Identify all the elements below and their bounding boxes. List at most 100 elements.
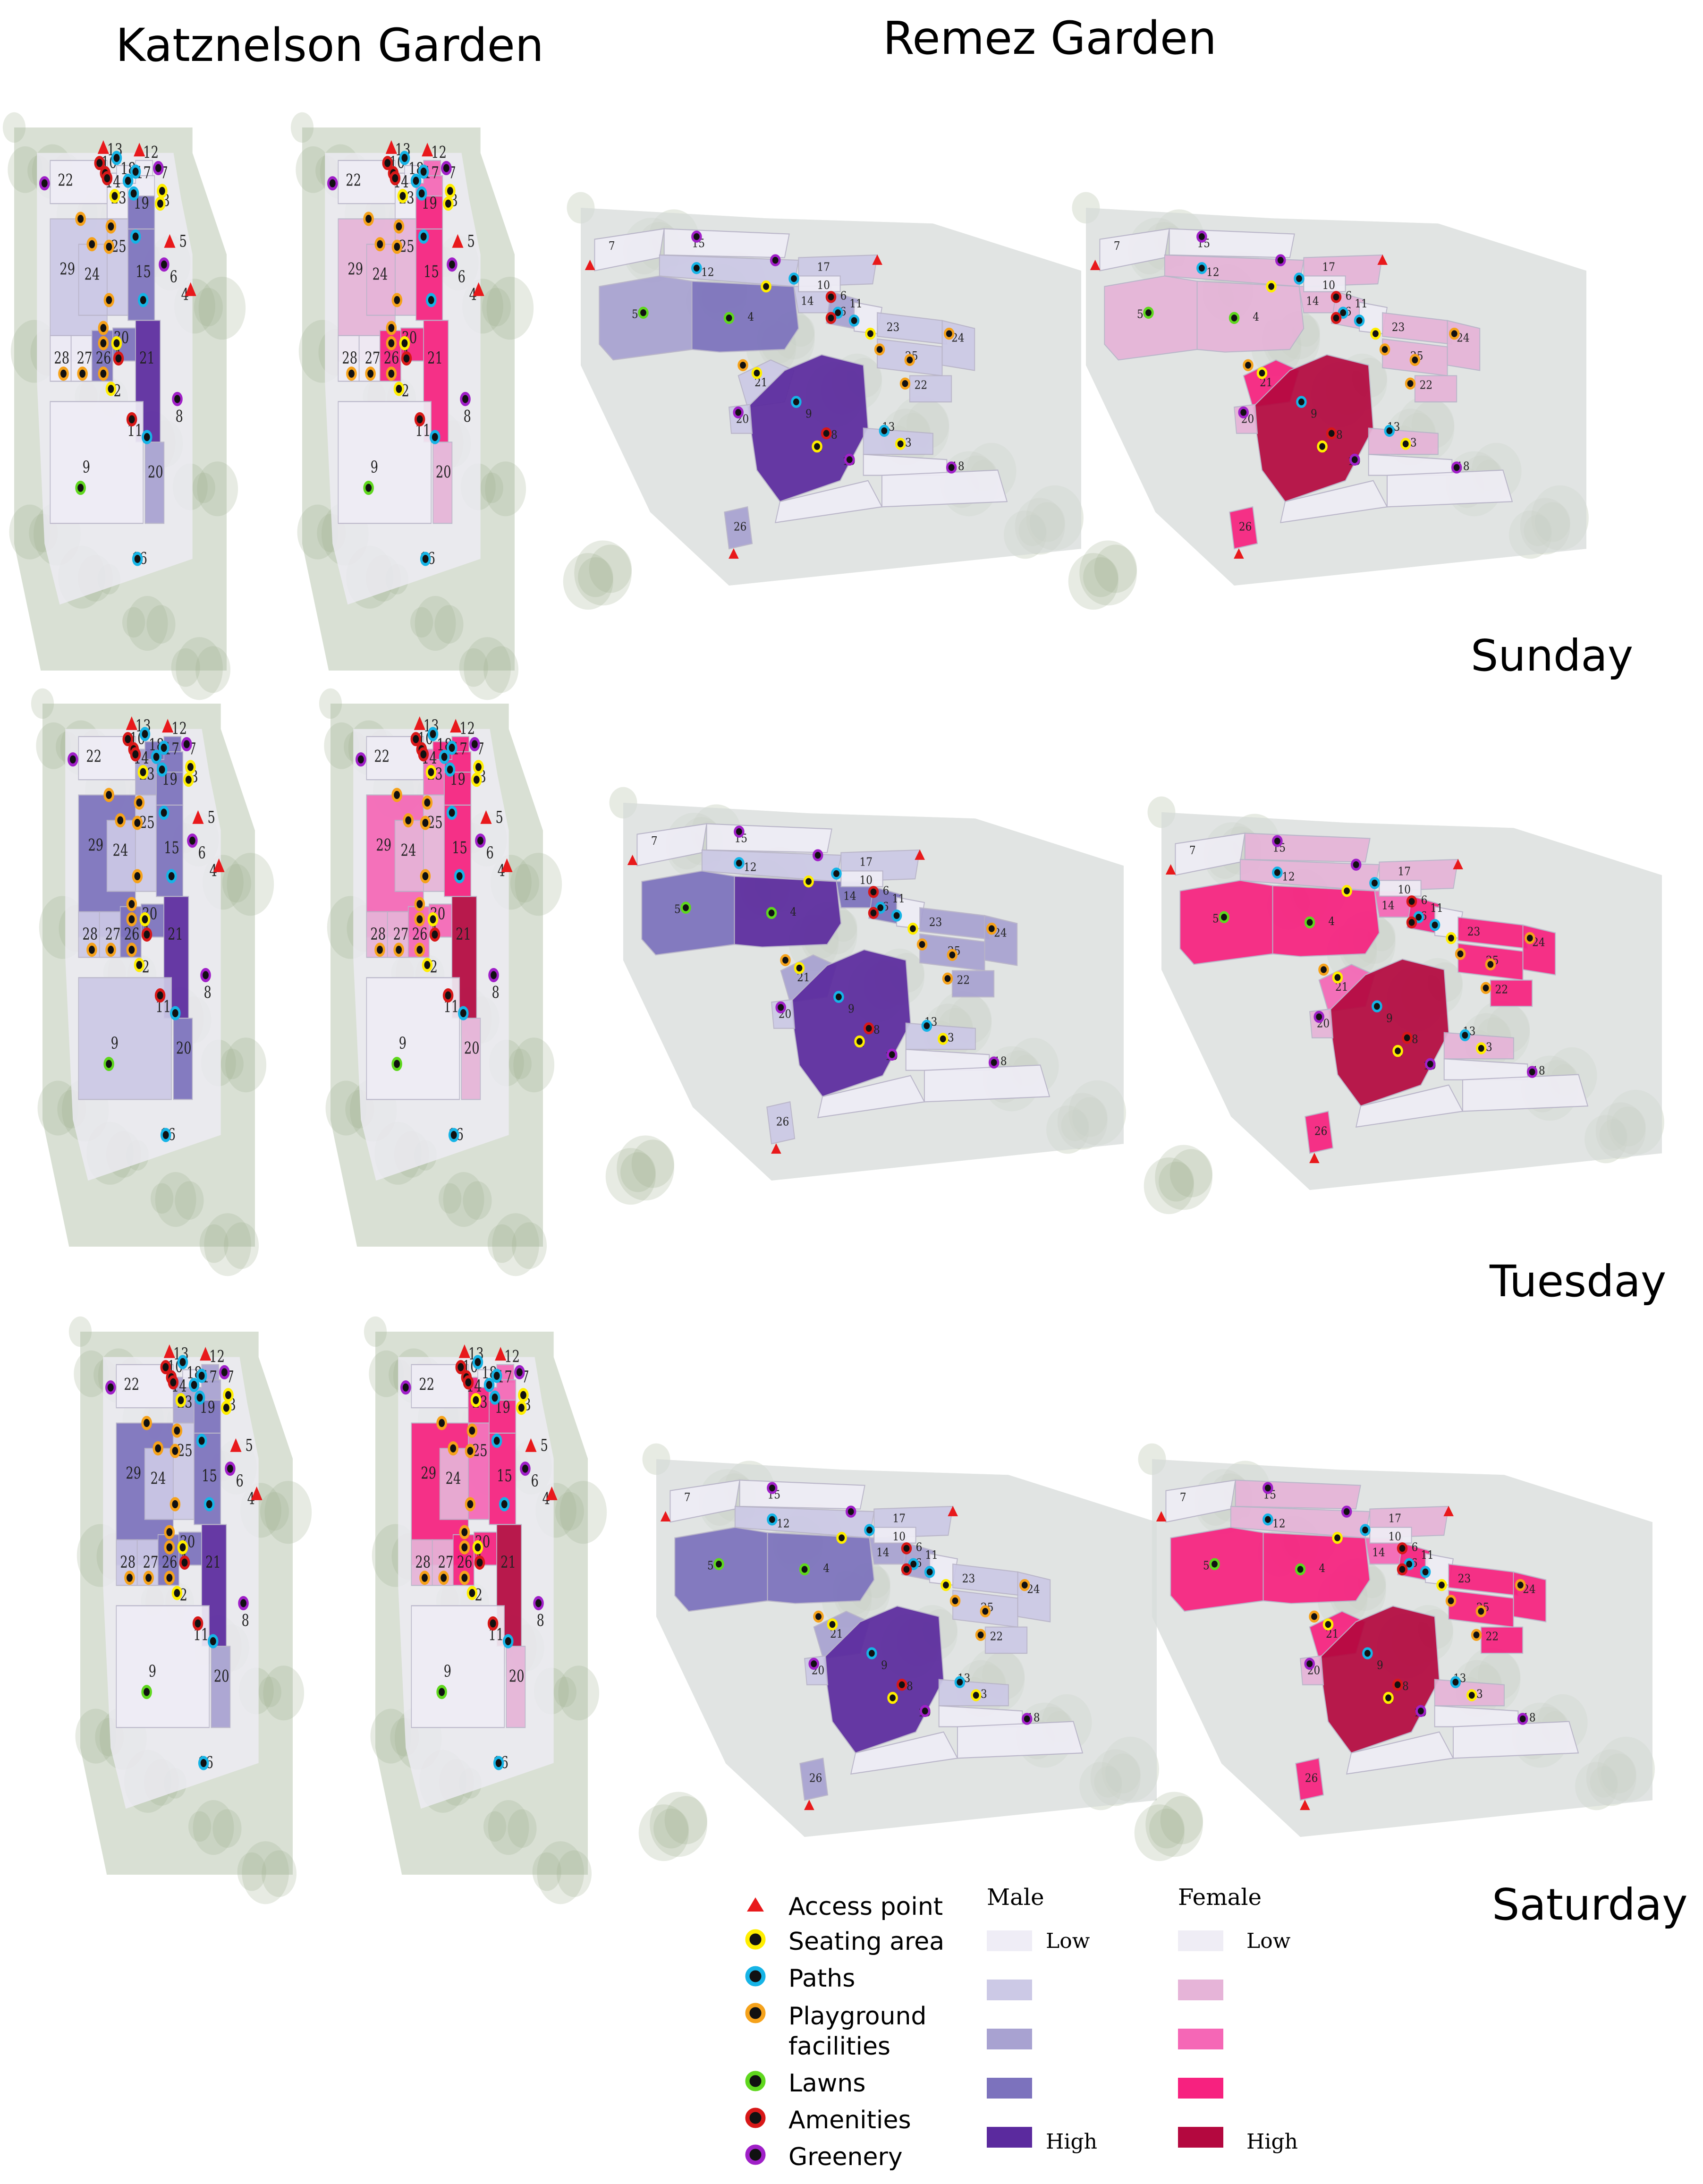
amen-marker bbox=[1406, 895, 1417, 908]
zone-label-26: 26 bbox=[1305, 1772, 1318, 1785]
zone-4 bbox=[767, 1532, 875, 1604]
zone-label-28: 28 bbox=[342, 349, 357, 368]
zone-label-20: 20 bbox=[464, 1039, 480, 1058]
green-marker bbox=[770, 254, 781, 266]
tree-canopy bbox=[225, 1037, 267, 1093]
zone-label-6: 6 bbox=[486, 844, 493, 863]
seat-marker bbox=[425, 765, 437, 780]
access-point-marker bbox=[872, 254, 882, 265]
green-marker bbox=[159, 257, 169, 272]
tree-canopy bbox=[510, 864, 539, 903]
path-marker bbox=[111, 151, 122, 165]
access-point-marker bbox=[1165, 864, 1176, 875]
play-marker bbox=[374, 237, 386, 252]
seat-marker bbox=[970, 1689, 982, 1701]
path-marker bbox=[1296, 396, 1307, 408]
green-marker bbox=[988, 1056, 1000, 1069]
access-point-marker bbox=[450, 719, 462, 733]
zone-18 bbox=[957, 1721, 1084, 1759]
tree-canopy bbox=[319, 688, 342, 719]
green-marker bbox=[39, 176, 50, 191]
katznelson-map-sunday-male: 1310121817714222319352925241564302827262… bbox=[2, 112, 246, 700]
tree-canopy bbox=[485, 461, 526, 517]
zone-26 bbox=[799, 1758, 829, 1801]
tree-canopy bbox=[515, 852, 562, 916]
play-marker bbox=[374, 943, 385, 957]
path-marker bbox=[194, 1390, 205, 1405]
play-marker bbox=[949, 1595, 961, 1607]
seat-marker bbox=[1400, 438, 1411, 450]
path-marker bbox=[1450, 1676, 1461, 1688]
path-marker bbox=[489, 1390, 500, 1405]
access-point-marker bbox=[771, 1143, 781, 1154]
zone-22 bbox=[984, 1626, 1028, 1654]
zone-label-5: 5 bbox=[208, 808, 215, 827]
play-marker bbox=[1409, 354, 1421, 366]
seat-marker bbox=[1256, 367, 1268, 379]
seat-marker bbox=[399, 336, 410, 350]
female-scale-low: Low bbox=[1246, 1929, 1291, 1953]
play-marker bbox=[169, 1497, 181, 1512]
amen-marker bbox=[390, 171, 401, 186]
zone-label-10: 10 bbox=[1389, 1530, 1401, 1544]
zone-10 bbox=[840, 870, 883, 887]
zone-label-17: 17 bbox=[1389, 1512, 1401, 1525]
seat-marker bbox=[1436, 1579, 1447, 1591]
seat-marker bbox=[183, 773, 194, 787]
tree-canopy bbox=[638, 1804, 689, 1861]
lawn-marker bbox=[766, 907, 777, 919]
zone-label-22: 22 bbox=[58, 171, 73, 190]
zone-26 bbox=[766, 1101, 796, 1145]
tree-canopy bbox=[9, 504, 51, 560]
tree-canopy bbox=[237, 1852, 266, 1891]
tree-canopy bbox=[508, 1048, 532, 1079]
male-scale-header: Male bbox=[987, 1884, 1044, 1911]
lawn-marker bbox=[436, 1685, 447, 1700]
zone-24 bbox=[941, 320, 975, 371]
path-marker bbox=[921, 1020, 932, 1032]
tree-canopy bbox=[1068, 553, 1118, 610]
play-marker bbox=[77, 366, 88, 381]
path-marker bbox=[791, 396, 802, 408]
green-marker bbox=[68, 752, 78, 767]
zone-label-11: 11 bbox=[925, 1549, 938, 1562]
green-marker bbox=[919, 1705, 931, 1717]
path-marker bbox=[1384, 425, 1395, 437]
path-marker bbox=[444, 762, 456, 777]
zone-22 bbox=[909, 375, 952, 403]
path-marker bbox=[196, 1434, 207, 1448]
lawn-marker bbox=[363, 481, 374, 495]
tree-canopy bbox=[483, 1811, 507, 1842]
zone-18 bbox=[1452, 1721, 1579, 1759]
zone-label-9: 9 bbox=[444, 1662, 451, 1681]
zone-label-23: 23 bbox=[929, 916, 942, 929]
amen-marker bbox=[901, 1542, 912, 1555]
remez-map-saturday-female: 7151217105414616112324252221920813311918… bbox=[1134, 1443, 1655, 1861]
zone-10 bbox=[873, 1527, 916, 1544]
green-marker bbox=[1424, 1058, 1436, 1071]
path-marker bbox=[1338, 306, 1348, 319]
zone-label-22: 22 bbox=[1420, 379, 1432, 392]
tree-canopy bbox=[1160, 1796, 1203, 1844]
access-point-marker bbox=[126, 716, 137, 730]
play-marker bbox=[1243, 359, 1254, 372]
play-marker bbox=[164, 1540, 175, 1555]
tree-canopy bbox=[175, 1181, 204, 1220]
zone-20 bbox=[461, 1018, 481, 1100]
zone-label-14: 14 bbox=[801, 295, 813, 308]
zone-label-24: 24 bbox=[401, 841, 416, 860]
zone-18 bbox=[1386, 469, 1513, 508]
path-marker bbox=[203, 1497, 215, 1512]
female-scale-high: High bbox=[1246, 2130, 1298, 2154]
access-point-marker bbox=[163, 1344, 175, 1358]
zone-label-5: 5 bbox=[1203, 1559, 1210, 1572]
path-marker bbox=[418, 164, 429, 179]
zone-label-9: 9 bbox=[399, 1034, 407, 1053]
tree-canopy bbox=[194, 288, 223, 327]
zone-label-29: 29 bbox=[126, 1464, 141, 1483]
access-point-marker bbox=[585, 260, 595, 270]
green-marker bbox=[172, 391, 183, 407]
access-point-marker bbox=[948, 1505, 958, 1516]
tree-canopy bbox=[2, 112, 26, 143]
zone-label-3: 3 bbox=[981, 1688, 987, 1701]
